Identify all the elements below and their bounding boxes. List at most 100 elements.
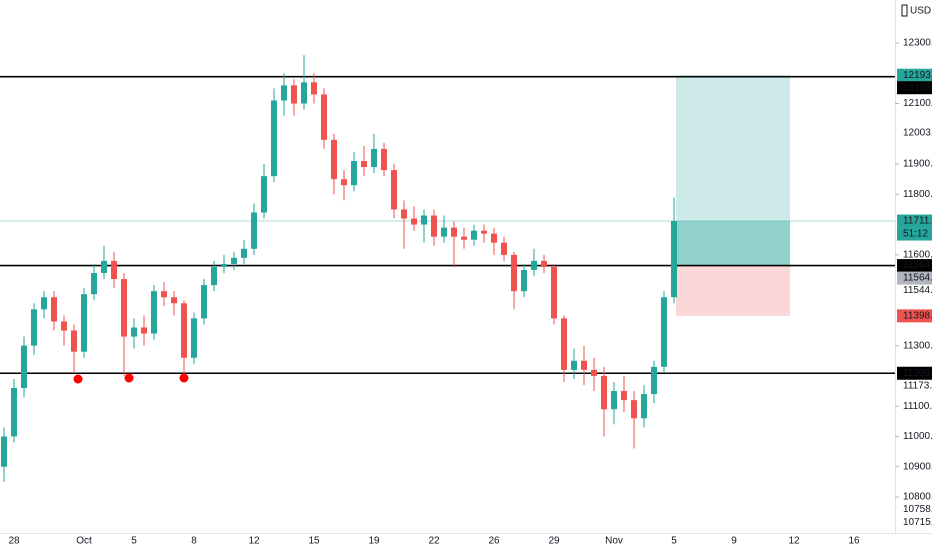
candle-body bbox=[181, 303, 187, 358]
candle-body bbox=[471, 230, 477, 240]
x-tick-label: 5 bbox=[131, 536, 137, 547]
currency-lock bbox=[901, 4, 908, 17]
candle-body bbox=[431, 215, 437, 237]
current-price-label: 11711.7 bbox=[903, 216, 932, 227]
target-price-label-box bbox=[897, 68, 932, 82]
candle-body bbox=[651, 366, 657, 395]
candle-body bbox=[1, 436, 7, 467]
candle-body bbox=[41, 297, 47, 310]
candle-body bbox=[261, 176, 267, 213]
candle-body bbox=[331, 139, 337, 180]
current-price-label-box bbox=[897, 214, 932, 228]
marker-dot bbox=[73, 374, 83, 384]
candle-body bbox=[631, 400, 637, 419]
marker-dot bbox=[179, 373, 189, 383]
candle-body bbox=[341, 179, 347, 186]
candle-body bbox=[321, 94, 327, 140]
x-tick-label: 5 bbox=[671, 536, 677, 547]
loss-zone bbox=[676, 265, 790, 316]
candle-body bbox=[101, 260, 107, 274]
price-mark-label: 10758.8 bbox=[903, 504, 932, 515]
candle-body bbox=[601, 375, 607, 410]
y-tick-label: 12300.0 bbox=[903, 38, 932, 49]
candle-body bbox=[521, 269, 527, 292]
line-price-label: 11564.5 bbox=[903, 260, 932, 271]
candle-body bbox=[91, 273, 97, 295]
candle-body bbox=[511, 254, 517, 292]
candle-body bbox=[591, 369, 597, 376]
currency-label: USD bbox=[910, 6, 931, 17]
candle-body bbox=[291, 85, 297, 104]
y-tick-label: 11100.0 bbox=[903, 401, 932, 412]
candle-body bbox=[441, 227, 447, 237]
candle-body bbox=[191, 318, 197, 358]
candle-body bbox=[81, 294, 87, 352]
x-tick-label: 22 bbox=[428, 536, 440, 547]
candle-body bbox=[481, 230, 487, 234]
candle-body bbox=[351, 161, 357, 186]
x-tick-label: 16 bbox=[848, 536, 860, 547]
candle-body bbox=[371, 148, 377, 168]
candle-body bbox=[551, 266, 557, 319]
candle-body bbox=[151, 291, 157, 334]
x-tick-label: 28 bbox=[8, 536, 20, 547]
candle-body bbox=[411, 218, 417, 225]
line-price-label-box bbox=[897, 81, 932, 95]
target-price-label: 12193.5 bbox=[903, 70, 932, 81]
line-price-label: 12188.7 bbox=[903, 82, 932, 93]
candle-body bbox=[161, 291, 167, 298]
price-mark-label: 12003.4 bbox=[903, 127, 932, 138]
candle-body bbox=[231, 257, 237, 264]
candle-body bbox=[361, 161, 367, 168]
candle-body bbox=[111, 260, 117, 280]
y-tick-label: 11800.0 bbox=[903, 189, 932, 200]
candle-body bbox=[211, 266, 217, 286]
candle-body bbox=[581, 360, 587, 370]
x-tick-label: 19 bbox=[368, 536, 380, 547]
countdown-label: 51:12 bbox=[903, 229, 928, 240]
candle-body bbox=[21, 345, 27, 389]
price-mark-label: 10715.6 bbox=[903, 517, 932, 528]
candle-body bbox=[221, 263, 227, 267]
stop-price-label-box bbox=[897, 309, 932, 323]
candle-body bbox=[171, 297, 177, 304]
x-tick-label: 12 bbox=[248, 536, 260, 547]
y-tick-label: 11300.0 bbox=[903, 340, 932, 351]
candle-body bbox=[571, 360, 577, 370]
candle-body bbox=[561, 318, 567, 370]
x-tick-label: 15 bbox=[308, 536, 320, 547]
x-tick-label: 29 bbox=[548, 536, 560, 547]
y-tick-label: 11600.0 bbox=[903, 249, 932, 260]
candle-body bbox=[61, 321, 67, 331]
line-price-label: 11208.8 bbox=[903, 368, 932, 379]
price-mark-label: 11544.3 bbox=[903, 285, 932, 296]
countdown-box bbox=[897, 227, 932, 241]
line-price-label-box bbox=[897, 259, 932, 273]
candle-body bbox=[671, 221, 677, 298]
candle-body bbox=[281, 85, 287, 101]
candle-body bbox=[201, 285, 207, 319]
candle-body bbox=[121, 279, 127, 337]
x-tick-label: 12 bbox=[788, 536, 800, 547]
x-tick-label: 9 bbox=[731, 536, 737, 547]
x-tick-label: 8 bbox=[191, 536, 197, 547]
candle-body bbox=[131, 327, 137, 337]
candle-body bbox=[391, 170, 397, 210]
candle-body bbox=[311, 82, 317, 95]
candle-body bbox=[611, 391, 617, 410]
marker-dot bbox=[124, 373, 134, 383]
candle-body bbox=[621, 391, 627, 401]
y-tick-label: 11000.0 bbox=[903, 431, 932, 442]
candle-body bbox=[641, 394, 647, 419]
candle-body bbox=[51, 297, 57, 322]
y-tick-label: 12100.0 bbox=[903, 98, 932, 109]
candle-body bbox=[501, 242, 507, 255]
candle-body bbox=[71, 330, 77, 352]
candle-body bbox=[241, 248, 247, 258]
candle-body bbox=[271, 100, 277, 177]
candle-body bbox=[541, 260, 547, 267]
price-mark-label: 11173.7 bbox=[903, 380, 932, 391]
candle-body bbox=[381, 148, 387, 171]
